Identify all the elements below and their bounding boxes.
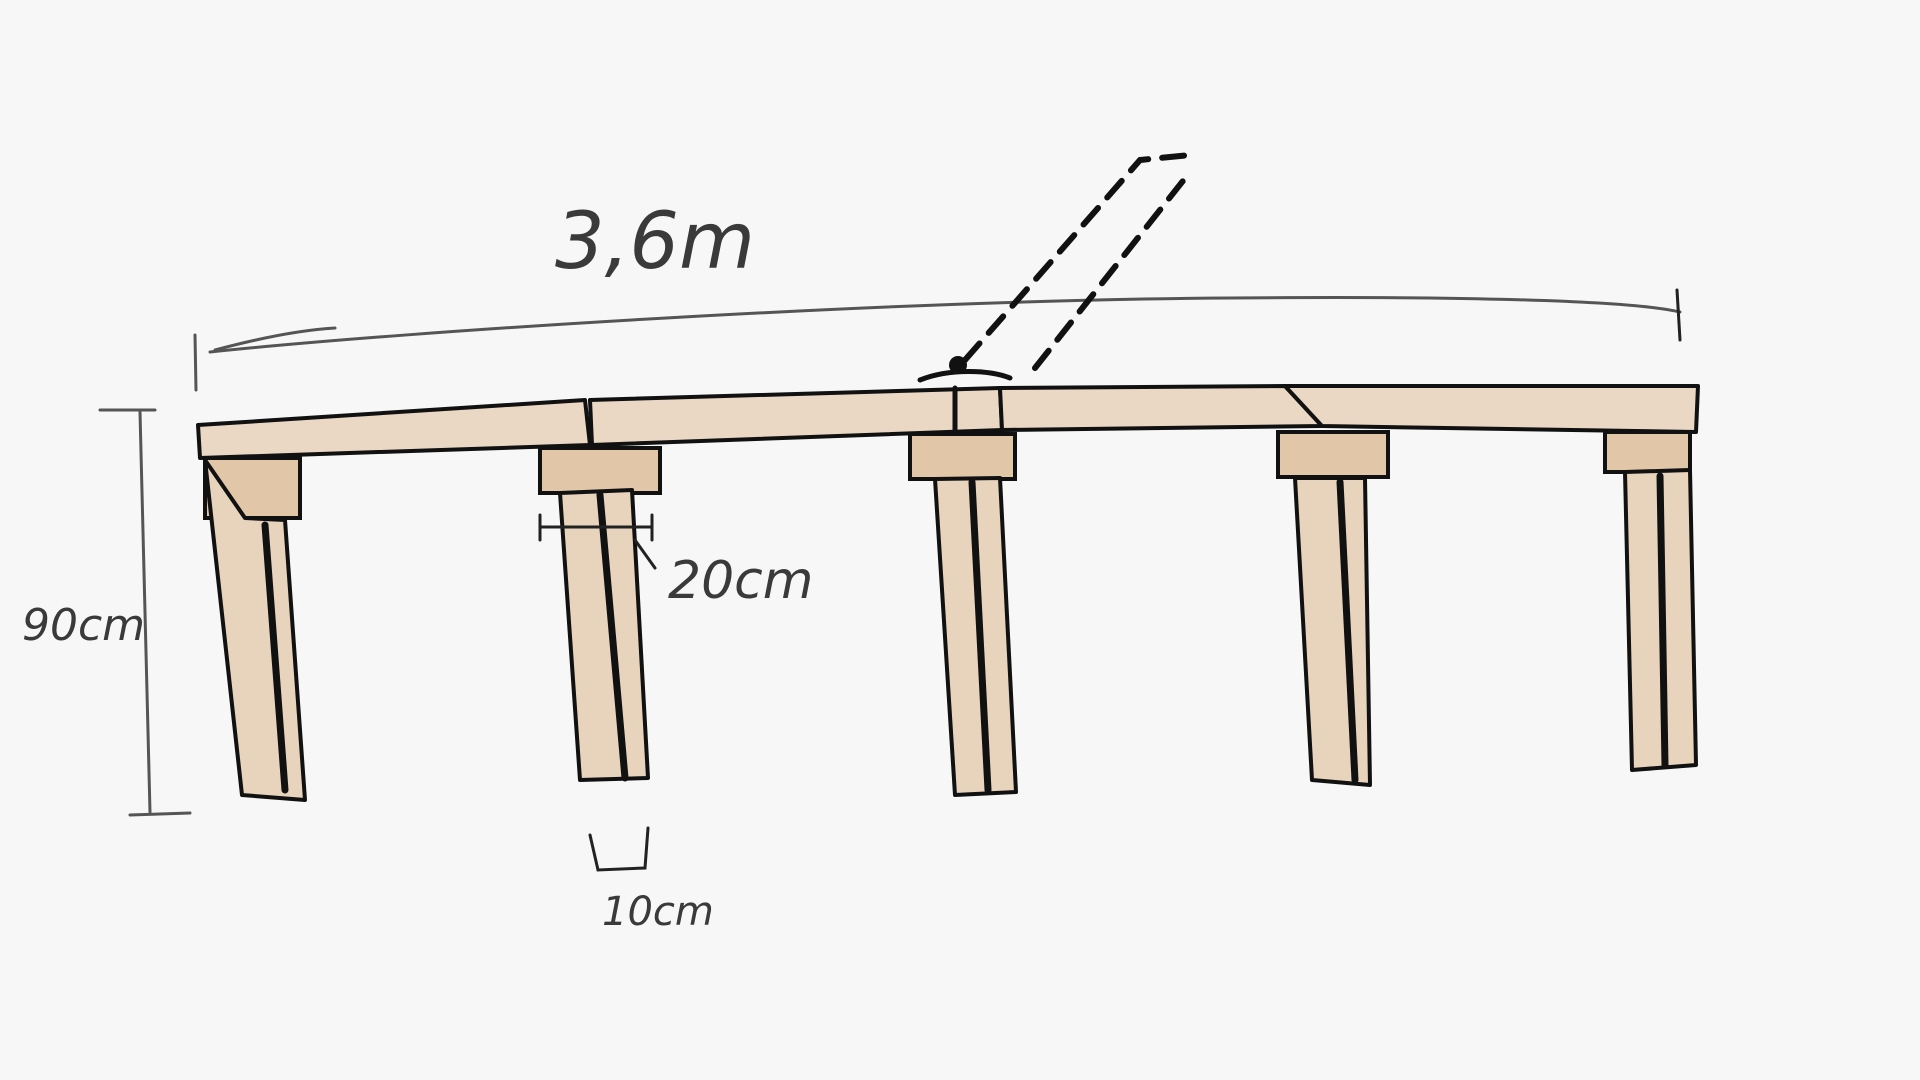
length-dimension-left-tick [193,333,198,392]
leg-4-shadow [1336,478,1359,784]
hinged-leaf-outline [962,152,1193,371]
leg-1-shadow [261,521,289,794]
leg-4 [1293,476,1372,787]
bracket-2 [538,446,662,495]
height-dimension: 90cm [22,408,192,817]
tabletop-segment-4 [1283,384,1700,434]
leg-2-shadow [596,491,629,782]
bracket-3 [908,432,1017,481]
bracket-5 [1603,430,1692,474]
leg-3 [933,476,1018,797]
leg-5-shadow [1656,472,1669,769]
table-legs [203,458,1698,802]
leg-width-bracket [588,826,650,872]
height-label: 90cm [22,600,145,651]
length-label: 3,6m [555,197,755,287]
hinge-top [917,369,1013,383]
leg-3-shadow [968,478,992,794]
length-dimension-line [208,296,1682,354]
length-dimension-arrow-left [213,326,337,352]
leg-depth-dimension: 20cm [538,513,813,611]
leg-width-label: 10cm [602,889,714,935]
leg-2 [558,488,650,782]
length-dimension: 3,6m [193,197,1682,392]
leg-width-dimension: 10cm [588,826,714,935]
hinged-leaf-dashed-right [1032,169,1193,371]
height-dimension-line [138,410,152,814]
leg-brackets [203,430,1692,520]
length-dimension-right-tick [1675,288,1682,342]
tabletop-segment-1 [196,398,592,460]
leg-depth-leader [633,538,657,570]
table-top [196,356,1700,460]
leg-depth-label: 20cm [668,551,813,611]
bracket-4 [1276,430,1390,479]
hinged-leaf-dashed-left [962,152,1193,363]
tabletop-segment-3 [998,384,1324,432]
height-dimension-bottom-tick [128,811,192,817]
